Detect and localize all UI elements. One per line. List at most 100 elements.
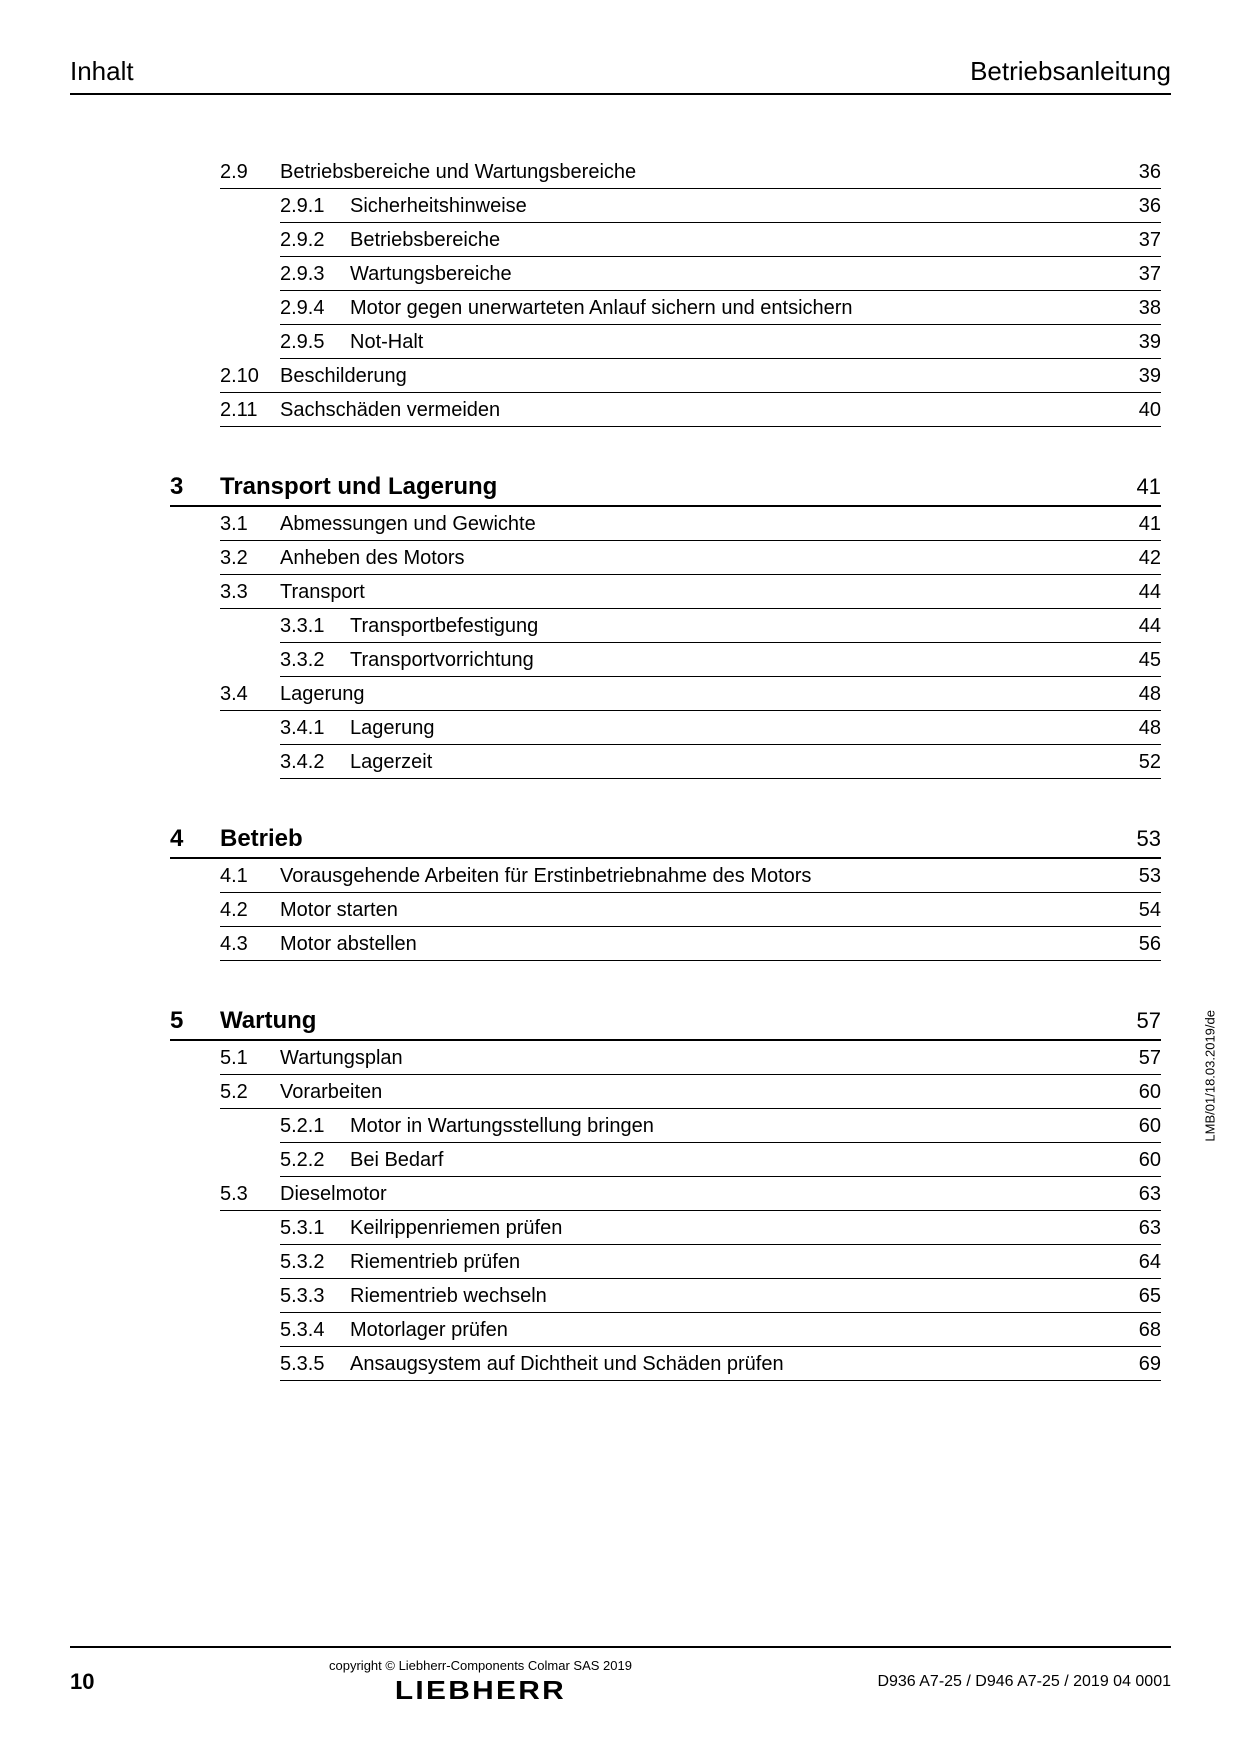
toc-section-num: 3.1 xyxy=(220,513,280,536)
toc-page: 42 xyxy=(1111,547,1161,570)
toc-page: 63 xyxy=(1111,1183,1161,1206)
toc-page: 60 xyxy=(1111,1149,1161,1172)
toc-row: 3.3.1Transportbefestigung44 xyxy=(280,609,1161,643)
toc-row: 3.4Lagerung48 xyxy=(220,677,1161,711)
toc-page: 64 xyxy=(1111,1251,1161,1274)
toc-section-title: Motor starten xyxy=(280,899,1111,922)
toc-section-title: Dieselmotor xyxy=(280,1183,1111,1206)
toc-page: 39 xyxy=(1111,331,1161,354)
toc-subsection-title: Sicherheitshinweise xyxy=(350,195,1111,218)
toc-page: 37 xyxy=(1111,263,1161,286)
toc-page: 36 xyxy=(1111,161,1161,184)
page-header: Inhalt Betriebsanleitung xyxy=(70,56,1171,95)
toc-section-title: Wartungsplan xyxy=(280,1047,1111,1070)
toc-row: 3.2Anheben des Motors42 xyxy=(220,541,1161,575)
toc-section-num: 2.10 xyxy=(220,365,280,388)
toc-section-num: 3.2 xyxy=(220,547,280,570)
toc-subsection-num: 5.2.1 xyxy=(280,1115,350,1138)
toc-chapter-title: Transport und Lagerung xyxy=(220,473,1111,501)
toc-page: 41 xyxy=(1111,513,1161,536)
toc-chapter-num: 4 xyxy=(170,825,220,853)
toc-section-num: 2.9 xyxy=(220,161,280,184)
toc-subsection-title: Riementrieb wechseln xyxy=(350,1285,1111,1308)
toc-page: 60 xyxy=(1111,1115,1161,1138)
toc-page: 48 xyxy=(1111,683,1161,706)
toc-section-num: 5.1 xyxy=(220,1047,280,1070)
toc-subsection-num: 2.9.4 xyxy=(280,297,350,320)
footer-copyright: copyright © Liebherr-Components Colmar S… xyxy=(150,1658,811,1673)
toc-row: 2.9.1Sicherheitshinweise36 xyxy=(280,189,1161,223)
toc-subsection-num: 5.3.1 xyxy=(280,1217,350,1240)
toc-section-num: 4.1 xyxy=(220,865,280,888)
toc-row: 5.3.1Keilrippenriemen prüfen63 xyxy=(280,1211,1161,1245)
toc-section-title: Beschilderung xyxy=(280,365,1111,388)
toc-row: 2.9.2Betriebsbereiche37 xyxy=(280,223,1161,257)
toc-row: 5.3Dieselmotor63 xyxy=(220,1177,1161,1211)
toc-row: 5.3.4Motorlager prüfen68 xyxy=(280,1313,1161,1347)
toc-section-title: Betriebsbereiche und Wartungsbereiche xyxy=(280,161,1111,184)
toc-row: 3.4.1Lagerung48 xyxy=(280,711,1161,745)
toc-subsection-num: 5.2.2 xyxy=(280,1149,350,1172)
toc-page: 69 xyxy=(1111,1353,1161,1376)
toc-chapter-num: 3 xyxy=(170,473,220,501)
toc-row: 3Transport und Lagerung41 xyxy=(170,467,1161,507)
toc-row: 5.3.5Ansaugsystem auf Dichtheit und Schä… xyxy=(280,1347,1161,1381)
toc-page: 56 xyxy=(1111,933,1161,956)
toc-subsection-title: Not-Halt xyxy=(350,331,1111,354)
toc-page: 53 xyxy=(1111,865,1161,888)
toc-row: 2.10Beschilderung39 xyxy=(220,359,1161,393)
toc-row: 5Wartung57 xyxy=(170,1001,1161,1041)
toc-subsection-title: Transportbefestigung xyxy=(350,615,1111,638)
toc-page: 54 xyxy=(1111,899,1161,922)
toc-page: 57 xyxy=(1111,1008,1161,1034)
toc-page: 52 xyxy=(1111,751,1161,774)
toc-subsection-num: 2.9.3 xyxy=(280,263,350,286)
toc-subsection-title: Riementrieb prüfen xyxy=(350,1251,1111,1274)
toc-section-title: Motor abstellen xyxy=(280,933,1111,956)
toc-row: 3.3.2Transportvorrichtung45 xyxy=(280,643,1161,677)
toc-subsection-num: 2.9.1 xyxy=(280,195,350,218)
toc-row: 3.3Transport44 xyxy=(220,575,1161,609)
toc-row: 3.1Abmessungen und Gewichte41 xyxy=(220,507,1161,541)
toc-subsection-num: 5.3.5 xyxy=(280,1353,350,1376)
toc-row: 5.1Wartungsplan57 xyxy=(220,1041,1161,1075)
toc-row: 4Betrieb53 xyxy=(170,819,1161,859)
toc-section-num: 5.2 xyxy=(220,1081,280,1104)
toc-subsection-title: Transportvorrichtung xyxy=(350,649,1111,672)
toc-section-num: 5.3 xyxy=(220,1183,280,1206)
toc-row: 2.9.3Wartungsbereiche37 xyxy=(280,257,1161,291)
footer-center: copyright © Liebherr-Components Colmar S… xyxy=(150,1658,811,1706)
toc-subsection-num: 5.3.4 xyxy=(280,1319,350,1342)
toc-page: 63 xyxy=(1111,1217,1161,1240)
header-left: Inhalt xyxy=(70,56,134,87)
toc-section-title: Vorarbeiten xyxy=(280,1081,1111,1104)
toc-section-title: Sachschäden vermeiden xyxy=(280,399,1111,422)
toc-page: 45 xyxy=(1111,649,1161,672)
toc-row: 4.2Motor starten54 xyxy=(220,893,1161,927)
toc-page: 36 xyxy=(1111,195,1161,218)
toc-subsection-title: Motor gegen unerwarteten Anlauf sichern … xyxy=(350,297,1111,320)
toc-row: 5.2.1Motor in Wartungsstellung bringen60 xyxy=(280,1109,1161,1143)
toc-row: 3.4.2Lagerzeit52 xyxy=(280,745,1161,779)
toc-subsection-title: Lagerung xyxy=(350,717,1111,740)
toc-row: 4.3Motor abstellen56 xyxy=(220,927,1161,961)
toc-page: 38 xyxy=(1111,297,1161,320)
toc-section-title: Anheben des Motors xyxy=(280,547,1111,570)
toc-row: 5.2Vorarbeiten60 xyxy=(220,1075,1161,1109)
toc-chapter-num: 5 xyxy=(170,1007,220,1035)
footer-doc-id: D936 A7-25 / D946 A7-25 / 2019 04 0001 xyxy=(811,1673,1171,1691)
toc-section-num: 3.4 xyxy=(220,683,280,706)
toc-subsection-title: Keilrippenriemen prüfen xyxy=(350,1217,1111,1240)
toc-row: 5.2.2Bei Bedarf60 xyxy=(280,1143,1161,1177)
header-right: Betriebsanleitung xyxy=(970,56,1171,87)
toc-subsection-title: Wartungsbereiche xyxy=(350,263,1111,286)
toc-page: 48 xyxy=(1111,717,1161,740)
footer-page-number: 10 xyxy=(70,1669,150,1695)
toc-section-num: 3.3 xyxy=(220,581,280,604)
toc-subsection-title: Lagerzeit xyxy=(350,751,1111,774)
toc-subsection-num: 2.9.5 xyxy=(280,331,350,354)
toc-subsection-num: 3.4.2 xyxy=(280,751,350,774)
toc-page: 44 xyxy=(1111,581,1161,604)
toc-row: 4.1Vorausgehende Arbeiten für Erstinbetr… xyxy=(220,859,1161,893)
toc-chapter-title: Wartung xyxy=(220,1007,1111,1035)
